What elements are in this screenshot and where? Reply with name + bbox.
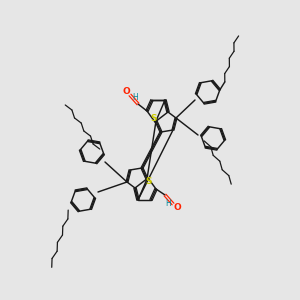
Text: S: S [151, 114, 157, 123]
Text: O: O [173, 202, 181, 211]
Text: H: H [132, 92, 138, 101]
Text: S: S [146, 177, 152, 186]
Text: H: H [165, 199, 171, 208]
Text: O: O [122, 88, 130, 97]
